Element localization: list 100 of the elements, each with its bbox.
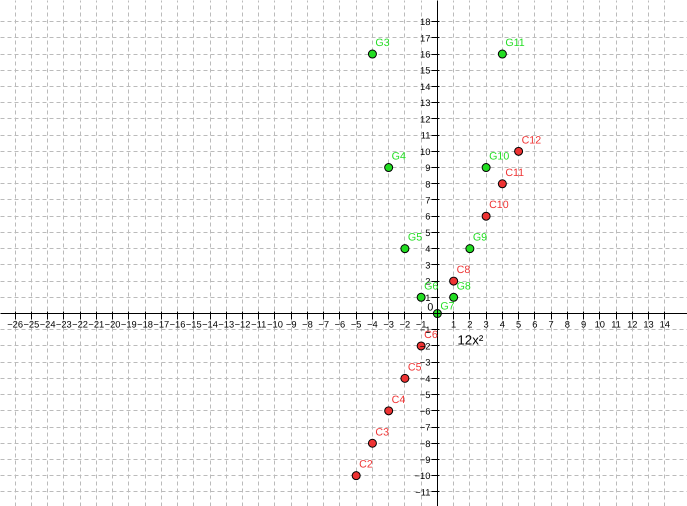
point: [482, 163, 491, 172]
point: [465, 244, 474, 254]
x-tick-label: −12: [234, 320, 250, 330]
x-tick-label: −21: [88, 320, 104, 330]
annotation: C12: [522, 134, 542, 146]
x-tick-label: −18: [137, 320, 153, 330]
x-tick-label: 13: [643, 320, 654, 330]
x-tick-label: 2: [467, 320, 472, 330]
x-tick-label: 3: [484, 320, 489, 330]
y-tick-label: 5: [425, 228, 430, 238]
point: [368, 438, 377, 448]
x-tick-label: −5: [350, 320, 362, 330]
x-tick-label: −20: [104, 320, 120, 330]
annotation: C4: [392, 394, 406, 406]
y-tick-label: 4: [425, 244, 430, 254]
point: [400, 244, 410, 254]
x-tick-label: −6: [334, 320, 346, 330]
y-tick-label: −3: [420, 358, 430, 368]
point: [384, 163, 394, 172]
y-tick-label: 8: [425, 179, 430, 190]
x-tick-label: −24: [40, 320, 56, 330]
y-tick-label: 7: [425, 195, 430, 206]
annotation: C2: [359, 458, 373, 471]
x-tick-label: −14: [202, 320, 218, 330]
x-tick-label: −19: [120, 320, 137, 330]
x-tick-label: −10: [267, 320, 283, 330]
x-tick-label: 7: [548, 320, 554, 330]
annotation: 12x²: [457, 332, 484, 348]
x-tick-label: 10: [594, 320, 605, 330]
x-tick-label: −15: [186, 320, 202, 330]
x-tick-label: −4: [367, 320, 378, 330]
x-tick-label: −13: [218, 320, 234, 330]
x-tick-label: −7: [318, 320, 330, 330]
point: [498, 179, 507, 188]
y-tick-label: 14: [420, 82, 430, 92]
y-tick-label: −8: [420, 438, 430, 449]
y-tick-label: −4: [420, 374, 430, 384]
x-tick-label: −26: [7, 320, 24, 330]
y-tick-label: −7: [420, 422, 430, 433]
y-tick-label: −5: [420, 390, 430, 400]
point: [498, 50, 507, 59]
annotation: G9: [472, 232, 488, 244]
x-tick-label: 9: [580, 320, 586, 330]
y-tick-label: −10: [414, 471, 430, 482]
y-tick-label: −2: [420, 341, 430, 352]
point: [482, 212, 491, 221]
annotation: 0: [427, 302, 434, 314]
y-tick-label: −9: [420, 454, 430, 465]
y-tick-label: 18: [420, 17, 430, 28]
x-tick-label: −17: [153, 320, 170, 330]
y-tick-label: 16: [420, 50, 430, 60]
y-tick-label: 13: [420, 98, 430, 108]
x-tick-label: 11: [611, 320, 621, 330]
y-tick-label: 3: [425, 260, 430, 270]
x-tick-label: 12: [627, 320, 638, 330]
point: [368, 50, 377, 59]
point: [514, 146, 524, 156]
x-tick-label: −8: [302, 320, 313, 330]
annotation: G4: [392, 150, 406, 163]
y-tick-label: 12: [420, 114, 430, 124]
point: [384, 406, 394, 416]
annotation: G7: [440, 300, 455, 313]
y-tick-label: 17: [420, 33, 430, 44]
annotation: C11: [505, 166, 524, 179]
y-tick-label: 9: [425, 163, 430, 174]
point: [449, 276, 458, 286]
annotation: C8: [456, 264, 470, 276]
x-tick-label: −11: [251, 320, 266, 330]
annotation: G10: [489, 150, 510, 163]
y-tick-label: −11: [415, 487, 430, 498]
annotation: G3: [375, 37, 390, 50]
x-tick-label: −9: [286, 320, 297, 330]
x-tick-label: −25: [23, 320, 40, 330]
annotation: G5: [408, 232, 422, 244]
x-tick-label: −3: [383, 320, 394, 330]
point: [449, 292, 458, 302]
y-tick-label: 15: [420, 66, 430, 76]
annotation: C3: [375, 426, 390, 438]
y-tick-label: 1: [425, 292, 430, 303]
annotation: G11: [505, 37, 525, 50]
y-tick-label: 10: [420, 146, 430, 157]
point: [400, 374, 410, 383]
point: [416, 292, 426, 302]
y-tick-label: 11: [420, 130, 430, 141]
x-tick-label: −23: [56, 320, 72, 330]
x-tick-label: −22: [72, 320, 88, 330]
x-tick-label: 4: [500, 320, 505, 330]
x-tick-label: 5: [516, 320, 522, 330]
y-tick-label: −6: [420, 406, 430, 416]
annotation: C5: [408, 361, 422, 374]
annotation: G8: [456, 280, 471, 292]
point: [352, 471, 361, 480]
annotation: C10: [489, 199, 509, 212]
x-tick-label: 1: [451, 320, 456, 330]
y-tick-label: 6: [425, 212, 430, 222]
x-tick-label: 6: [532, 320, 538, 330]
x-tick-label: −2: [400, 320, 410, 330]
x-tick-label: −16: [170, 320, 186, 330]
x-tick-label: 8: [564, 320, 570, 330]
x-tick-label: 14: [660, 320, 670, 330]
